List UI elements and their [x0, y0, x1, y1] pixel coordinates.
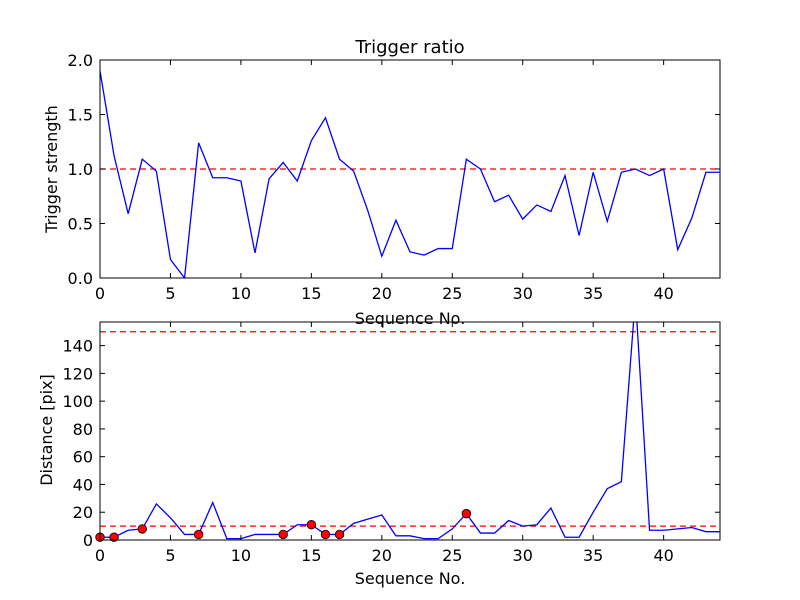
bottom-marker-point-2: [137, 524, 147, 534]
top-plot-area: 0 5 10 15 20 25 30 35 40 0.0 0.5 1.0 1.5 2.0: [68, 51, 721, 303]
top-y-tick-label-4: 2.0: [68, 51, 93, 70]
bottom-y-tick-label-1: 20: [73, 503, 93, 522]
bottom-series-line-0: [100, 322, 720, 540]
top-y-tick-label-2: 1.0: [68, 160, 93, 179]
bottom-plot-area: 0 5 10 15 20 25 30 35 40 0 20 40 60 80 100 120 140: [62, 321, 721, 565]
top-x-tick-label-4: 20: [372, 284, 392, 303]
bottom-x-tick-label-0: 0: [95, 546, 105, 565]
bottom-x-tick-label-2: 10: [231, 546, 251, 565]
bottom-marker-point-5: [306, 520, 317, 530]
bottom-marker-point-4: [278, 529, 288, 540]
top-y-tick-label-1: 0.5: [68, 215, 93, 234]
bottom-y-tick-label-2: 40: [73, 475, 93, 494]
bottom-x-tick-label-6: 30: [513, 546, 533, 565]
bottom-y-tick-label-4: 80: [73, 420, 93, 439]
bottom-y-axis-label: Distance [pix]: [37, 374, 56, 486]
bottom-x-axis-label: Sequence No.: [355, 569, 466, 588]
top-y-axis-label: Trigger strength: [42, 105, 61, 234]
bottom-y-tick-label-6: 120: [62, 364, 93, 383]
top-x-tick-label-3: 15: [301, 284, 321, 303]
bottom-marker-point-3: [193, 529, 204, 540]
top-x-tick-label-2: 10: [231, 284, 251, 303]
bottom-x-tick-label-7: 35: [583, 546, 603, 565]
bottom-marker-point-8: [461, 508, 472, 519]
top-y-tick-label-0: 0.0: [68, 269, 93, 288]
bottom-x-tick-label-4: 20: [372, 546, 392, 565]
top-x-tick-label-1: 5: [165, 284, 175, 303]
bottom-series-group: [100, 322, 720, 540]
top-x-tick-label-6: 30: [513, 284, 533, 303]
bottom-x-tick-label-1: 5: [165, 546, 175, 565]
chart-title: Trigger ratio: [354, 37, 464, 58]
bottom-x-tick-label-8: 40: [653, 546, 673, 565]
bottom-y-tick-label-3: 60: [73, 448, 93, 467]
bottom-y-tick-label-0: 0: [83, 531, 93, 550]
bottom-axes-frame: [99, 321, 721, 541]
top-y-tick-label-3: 1.5: [68, 106, 93, 125]
top-x-tick-label-0: 0: [95, 284, 105, 303]
top-x-tick-label-8: 40: [653, 284, 673, 303]
bottom-x-tick-label-3: 15: [301, 546, 321, 565]
bottom-y-tick-label-5: 100: [62, 392, 93, 411]
bottom-x-tick-label-5: 25: [442, 546, 462, 565]
top-series-line-0: [100, 70, 720, 278]
bottom-marker-point-1: [109, 532, 119, 542]
top-x-tick-label-7: 35: [583, 284, 603, 303]
top-series-group: [100, 70, 720, 278]
bottom-marker-point-7: [334, 529, 345, 540]
bottom-y-tick-label-7: 140: [62, 337, 93, 356]
bottom-marker-point-6: [320, 529, 331, 540]
top-x-axis-label: Sequence No.: [355, 309, 466, 328]
top-x-tick-label-5: 25: [442, 284, 462, 303]
